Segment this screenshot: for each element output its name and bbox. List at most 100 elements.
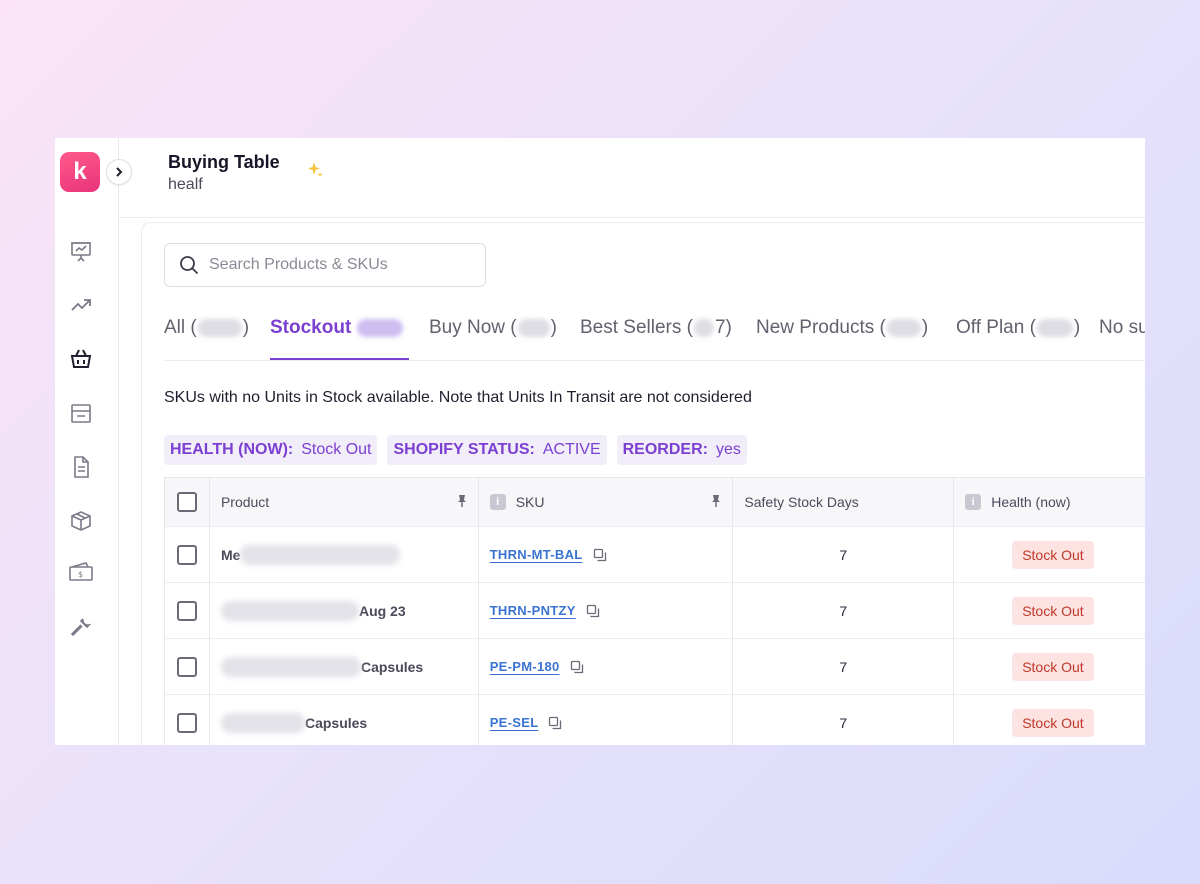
tab-new-products[interactable]: New Products () [756,315,929,360]
product-name-redacted [220,600,359,621]
filter-value: yes [715,441,741,458]
tab-best-sellers[interactable]: Best Sellers ( 7) [580,315,732,360]
search-icon [180,256,199,275]
tab-label: Stockout [270,317,352,338]
count-redacted [886,319,921,337]
row-checkbox[interactable] [176,600,197,621]
safety-stock-value: 7 [839,714,848,731]
copy-icon[interactable] [586,604,600,618]
product-name-redacted [220,712,305,733]
filter-key: REORDER: [622,441,708,458]
active-filters: HEALTH (NOW): Stock Out SHOPIFY STATUS: … [164,435,747,465]
row-checkbox-cell [165,695,210,745]
copy-icon[interactable] [548,716,562,730]
tab-stockout[interactable]: Stockout [270,315,409,360]
chevron-right-icon [116,167,123,177]
count-redacted [517,319,550,337]
tab-all[interactable]: All () [164,315,250,360]
table-row[interactable]: Capsules PE-SEL 7 Stock Out [165,695,1145,745]
health-cell: Stock Out [954,695,1145,745]
sku-link[interactable]: PE-SEL [489,715,539,730]
filter-chip-shopify-status[interactable]: SHOPIFY STATUS: ACTIVE [387,435,607,465]
row-checkbox[interactable] [176,544,197,565]
product-name-redacted [240,544,401,565]
tab-no-supplier[interactable]: No su [1099,315,1145,360]
sku-link[interactable]: PE-PM-180 [489,659,560,674]
column-label: Product [220,494,270,510]
sparkle-icon[interactable] [305,160,325,185]
table-row[interactable]: Aug 23 THRN-PNTZY 7 Stock Out [165,583,1145,639]
health-cell: Stock Out [954,639,1145,694]
product-name[interactable]: Capsules [220,656,424,677]
product-cell: Capsules [210,639,479,694]
filter-value: ACTIVE [542,441,601,458]
count-redacted [693,319,714,337]
buying-table: Product i SKU Safety Stock Days i [164,477,1145,745]
column-header-product[interactable]: Product [210,478,479,526]
search-field[interactable] [164,243,486,287]
product-name[interactable]: Me [220,544,401,565]
sidebar-expand-button[interactable] [106,159,132,185]
tab-suffix: 7) [714,317,732,338]
tab-suffix: ) [242,317,250,338]
tab-label: Best Sellers ( [580,317,693,338]
count-redacted [197,319,242,337]
calendar-icon[interactable] [68,400,94,426]
sku-cell: THRN-MT-BAL [479,527,734,582]
column-header-sku[interactable]: i SKU [479,478,734,526]
sku-cell: PE-SEL [479,695,734,745]
presentation-icon[interactable] [68,238,94,264]
row-checkbox-cell [165,583,210,638]
safety-stock-value: 7 [839,546,848,563]
tab-buy-now[interactable]: Buy Now () [429,315,557,360]
status-badge: Stock Out [1012,652,1094,681]
column-header-health[interactable]: i Health (now) [954,478,1145,526]
info-icon[interactable]: i [489,494,506,510]
table-row[interactable]: Me THRN-MT-BAL 7 Stock Out [165,527,1145,583]
trend-up-icon[interactable] [68,292,94,318]
tab-description: SKUs with no Units in Stock available. N… [164,389,752,406]
safety-stock-value: 7 [839,602,848,619]
select-all-checkbox[interactable] [176,492,197,512]
money-icon[interactable]: $ [68,560,94,586]
product-cell: Aug 23 [210,583,479,638]
copy-icon[interactable] [570,660,584,674]
info-icon[interactable]: i [965,494,982,510]
page-title: Buying Table [168,152,280,172]
filter-value: Stock Out [301,441,372,458]
sku-link[interactable]: THRN-PNTZY [489,603,576,618]
product-name-text: Capsules [360,658,424,675]
copy-icon[interactable] [593,548,607,562]
column-label: SKU [515,494,545,510]
tab-label: Buy Now ( [429,317,517,338]
box-icon[interactable] [68,508,94,534]
tab-suffix: ) [921,317,929,338]
page-header: Buying Table healf [119,138,1145,218]
app-logo[interactable]: k [60,152,100,192]
row-checkbox[interactable] [176,656,197,677]
logo-letter: k [73,158,87,185]
tab-off-plan[interactable]: Off Plan () [956,315,1080,360]
status-badge: Stock Out [1012,708,1094,737]
filter-key: HEALTH (NOW): [170,441,294,458]
column-header-safety-stock-days[interactable]: Safety Stock Days [733,478,955,526]
pin-icon[interactable] [456,494,468,511]
safety-stock-cell: 7 [733,527,955,582]
filter-chip-reorder[interactable]: REORDER: yes [616,435,747,465]
safety-stock-cell: 7 [733,639,955,694]
search-input[interactable] [209,256,469,274]
product-name[interactable]: Capsules [220,712,367,733]
header-checkbox-cell [165,478,210,526]
product-name[interactable]: Aug 23 [220,600,406,621]
basket-icon[interactable] [68,346,94,372]
pin-icon[interactable] [710,494,722,511]
wrench-icon[interactable] [68,614,94,640]
product-name-text: Me [220,546,241,563]
status-badge: Stock Out [1012,596,1094,625]
filter-chip-health[interactable]: HEALTH (NOW): Stock Out [164,435,378,465]
row-checkbox[interactable] [176,712,197,733]
document-icon[interactable] [68,454,94,480]
tab-label: No su [1099,317,1145,338]
table-row[interactable]: Capsules PE-PM-180 7 Stock Out [165,639,1145,695]
sku-link[interactable]: THRN-MT-BAL [489,547,583,562]
